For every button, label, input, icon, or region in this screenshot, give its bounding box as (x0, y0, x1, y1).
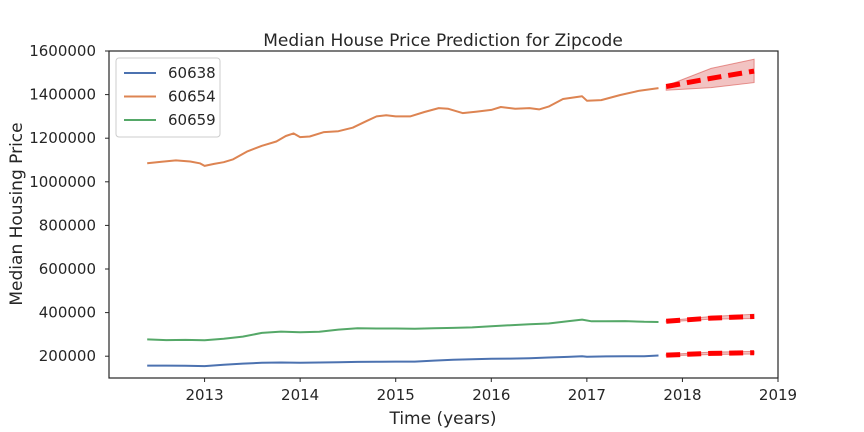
x-tick-label: 2018 (663, 386, 701, 404)
legend-label-60659: 60659 (168, 111, 216, 129)
y-axis-label: Median Housing Price (7, 122, 27, 305)
x-tick-label: 2019 (759, 386, 797, 404)
x-tick-label: 2014 (281, 386, 319, 404)
forecast-line-60654 (665, 68, 755, 89)
x-axis-ticks: 2013 2014 2015 2016 2017 2018 2019 (185, 378, 797, 404)
legend: 60638 60654 60659 (115, 57, 221, 138)
x-tick-label: 2016 (472, 386, 510, 404)
series-line-60659 (147, 318, 659, 342)
y-axis-ticks: 200000 400000 600000 800000 1000000 1200000 14… (29, 42, 109, 365)
series-line-60654 (147, 87, 659, 167)
y-tick-label: 600000 (39, 260, 96, 278)
y-tick-label: 400000 (39, 304, 96, 322)
legend-label-60638: 60638 (168, 64, 216, 82)
chart-title: Median House Price Prediction for Zipcod… (263, 31, 623, 51)
series-line-60638 (147, 354, 659, 368)
y-tick-label: 1400000 (29, 86, 96, 104)
y-tick-label: 200000 (39, 347, 96, 365)
forecast-line-60659 (666, 314, 755, 324)
y-tick-label: 1200000 (29, 129, 96, 147)
y-tick-label: 1000000 (29, 173, 96, 191)
y-tick-label: 800000 (39, 216, 96, 234)
legend-label-60654: 60654 (168, 88, 216, 106)
series-lines (147, 87, 659, 368)
x-tick-label: 2013 (185, 386, 223, 404)
y-tick-label: 1600000 (29, 42, 96, 60)
forecast-lines (665, 68, 755, 358)
forecast-line-60638 (666, 350, 755, 358)
x-tick-label: 2017 (568, 386, 606, 404)
x-axis-label: Time (years) (388, 409, 496, 429)
x-tick-label: 2015 (377, 386, 415, 404)
legend-box (115, 57, 221, 138)
